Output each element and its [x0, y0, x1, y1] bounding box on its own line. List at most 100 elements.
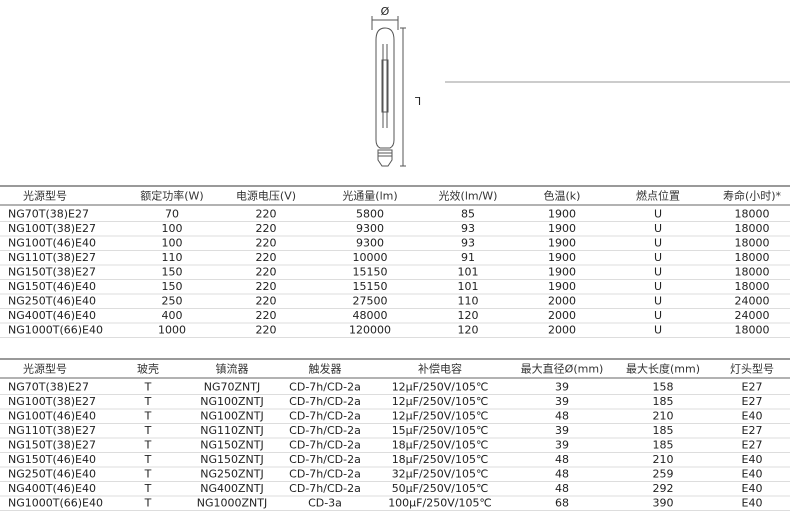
cell: 1900 [548, 280, 576, 293]
cell: E40 [742, 496, 763, 509]
header-cell: 补偿电容 [418, 362, 462, 376]
cell: E40 [742, 453, 763, 466]
cell: 101 [458, 265, 479, 278]
cell: 259 [653, 467, 674, 480]
length-label: L [414, 94, 421, 107]
cell: 220 [256, 323, 277, 336]
header-cell: 镇流器 [216, 362, 249, 376]
cell: 91 [461, 251, 475, 264]
cell: 210 [653, 453, 674, 466]
cell: NG1000T(66)E40 [8, 496, 103, 509]
cell: 93 [461, 222, 475, 235]
cell: U [654, 265, 662, 278]
cell: 1900 [548, 251, 576, 264]
cell: CD-7h/CD-2a [289, 482, 361, 495]
cell: 93 [461, 236, 475, 249]
cell: 400 [162, 309, 183, 322]
cell: NG400ZNTJ [200, 482, 263, 495]
cell: 68 [555, 496, 569, 509]
cell: T [144, 409, 152, 422]
cell: CD-3a [308, 496, 342, 509]
cell: 101 [458, 280, 479, 293]
cell: CD-7h/CD-2a [289, 395, 361, 408]
cell: CD-7h/CD-2a [289, 424, 361, 437]
cell: E27 [742, 395, 763, 408]
cell: NG100T(38)E27 [8, 395, 96, 408]
cell: 100 [162, 222, 183, 235]
cell: 2000 [548, 294, 576, 307]
cell: 15150 [353, 280, 388, 293]
header-cell: 额定功率(W) [140, 189, 203, 203]
cell: T [144, 438, 152, 451]
cell: T [144, 380, 152, 393]
cell: NG100T(46)E40 [8, 409, 96, 422]
cell: NG150ZNTJ [200, 453, 263, 466]
cell: 210 [653, 409, 674, 422]
cell: 390 [653, 496, 674, 509]
header-cell: 燃点位置 [636, 189, 680, 203]
cell: NG1000T(66)E40 [8, 323, 103, 336]
cell: E40 [742, 409, 763, 422]
cell: 48 [555, 453, 569, 466]
cell: U [654, 309, 662, 322]
cell: 9300 [356, 236, 384, 249]
cell: 220 [256, 309, 277, 322]
cell: T [144, 482, 152, 495]
cell: 24000 [735, 309, 770, 322]
cell: CD-7h/CD-2a [289, 409, 361, 422]
cell: T [144, 496, 152, 509]
cell: NG150T(46)E40 [8, 453, 96, 466]
cell: 85 [461, 207, 475, 220]
cell: U [654, 236, 662, 249]
cell: 18000 [735, 222, 770, 235]
cell: NG150ZNTJ [200, 438, 263, 451]
lamp-drawing [371, 16, 790, 167]
header-cell: 光效(lm/W) [439, 189, 498, 203]
cell: 39 [555, 380, 569, 393]
cell: 1900 [548, 222, 576, 235]
cell: 12μF/250V/105℃ [392, 395, 489, 408]
cell: 1900 [548, 207, 576, 220]
cell: 185 [653, 438, 674, 451]
cell: U [654, 207, 662, 220]
cell: 1900 [548, 265, 576, 278]
cell: NG100ZNTJ [200, 409, 263, 422]
header-cell: 最大长度(mm) [626, 362, 700, 376]
cell: NG1000ZNTJ [197, 496, 267, 509]
cell: E27 [742, 424, 763, 437]
header-cell: 寿命(小时)* [723, 189, 782, 203]
cell: 18000 [735, 323, 770, 336]
cell: 158 [653, 380, 674, 393]
cell: 39 [555, 424, 569, 437]
cell: NG400T(46)E40 [8, 482, 96, 495]
cell: CD-7h/CD-2a [289, 380, 361, 393]
header-cell: 光源型号 [23, 362, 67, 376]
cell: 1900 [548, 236, 576, 249]
cell: 15150 [353, 265, 388, 278]
cell: 27500 [353, 294, 388, 307]
cell: U [654, 280, 662, 293]
cell: U [654, 294, 662, 307]
cell: 120000 [349, 323, 391, 336]
cell: 120 [458, 309, 479, 322]
cell: U [654, 323, 662, 336]
cell: NG100ZNTJ [200, 395, 263, 408]
cell: U [654, 251, 662, 264]
header-cell: 光通量(lm) [342, 189, 397, 203]
cell: 220 [256, 207, 277, 220]
cell: 2000 [548, 309, 576, 322]
cell: NG250T(46)E40 [8, 294, 96, 307]
cell: NG70ZNTJ [204, 380, 260, 393]
cell: 18000 [735, 236, 770, 249]
cell: 24000 [735, 294, 770, 307]
cell: 185 [653, 395, 674, 408]
cell: 18μF/250V/105℃ [392, 453, 489, 466]
cell: NG150T(38)E27 [8, 265, 96, 278]
cell: 50μF/250V/105℃ [392, 482, 489, 495]
cell: E40 [742, 467, 763, 480]
cell: 150 [162, 280, 183, 293]
cell: 220 [256, 236, 277, 249]
cell: 110 [162, 251, 183, 264]
cell: CD-7h/CD-2a [289, 467, 361, 480]
